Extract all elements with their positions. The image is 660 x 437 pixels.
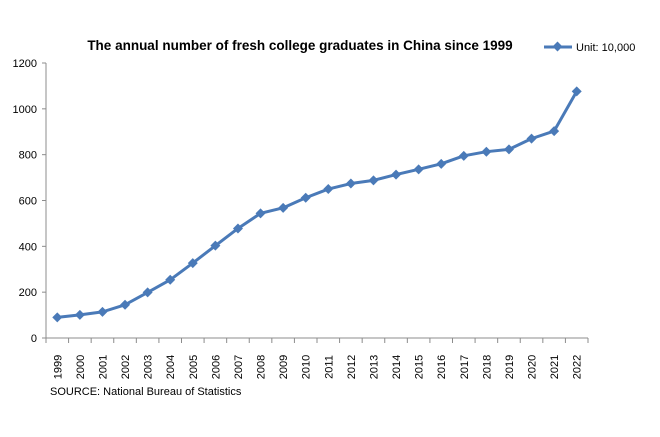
x-tick-label: 2010 xyxy=(301,355,313,379)
data-point xyxy=(187,258,198,269)
data-point xyxy=(413,164,424,175)
x-tick-label: 2006 xyxy=(210,355,222,379)
x-tick-label: 2018 xyxy=(481,355,493,379)
data-point xyxy=(210,240,221,251)
x-tick-label: 2012 xyxy=(346,355,358,379)
data-point xyxy=(120,299,131,310)
x-tick-label: 2005 xyxy=(188,355,200,379)
x-tick-label: 1999 xyxy=(52,355,64,379)
x-tick-label: 2003 xyxy=(143,355,155,379)
x-tick-label: 2015 xyxy=(414,355,426,379)
data-point xyxy=(323,184,334,195)
x-tick-label: 2016 xyxy=(436,355,448,379)
data-point xyxy=(368,175,379,186)
x-tick-label: 2002 xyxy=(120,355,132,379)
data-point xyxy=(391,169,402,180)
plot-area xyxy=(52,86,582,323)
y-tick-label: 600 xyxy=(19,196,37,208)
legend-diamond-marker xyxy=(552,41,563,52)
x-tick-label: 2013 xyxy=(368,355,380,379)
x-tick-label: 2007 xyxy=(233,355,245,379)
data-point xyxy=(278,202,289,213)
y-tick-label: 1200 xyxy=(13,58,37,70)
data-point xyxy=(97,306,108,317)
data-point xyxy=(345,178,356,189)
x-axis: 1999 2000 2001 2002 2003 2004 2005 2006 2007 2008… xyxy=(45,337,589,379)
x-tick-label: 2004 xyxy=(165,355,177,379)
y-tick-label: 800 xyxy=(19,150,37,162)
x-tick-label: 2009 xyxy=(278,355,290,379)
y-tick-label: 1000 xyxy=(13,104,37,116)
data-point xyxy=(52,312,63,323)
y-tick-label: 400 xyxy=(19,241,37,253)
x-tick-label: 2022 xyxy=(572,355,584,379)
data-point xyxy=(165,274,176,285)
x-tick-label: 2014 xyxy=(391,355,403,379)
source-note: SOURCE: National Bureau of Statistics xyxy=(50,386,242,398)
data-point xyxy=(300,192,311,203)
data-point xyxy=(232,223,243,234)
data-point xyxy=(481,146,492,157)
data-point xyxy=(526,133,537,144)
x-tick-label: 2000 xyxy=(75,355,87,379)
chart-title: The annual number of fresh college gradu… xyxy=(87,38,512,53)
series-line xyxy=(57,90,579,319)
x-tick-label: 2017 xyxy=(459,355,471,379)
y-tick-label: 200 xyxy=(19,287,37,299)
legend: Unit: 10,000 xyxy=(544,41,635,54)
data-point xyxy=(549,126,560,137)
data-point xyxy=(436,158,447,169)
data-point xyxy=(503,144,514,155)
x-tick-label: 2001 xyxy=(97,355,109,379)
x-tick-label: 2021 xyxy=(549,355,561,379)
data-point xyxy=(255,208,266,219)
y-tick-label: 0 xyxy=(31,333,37,345)
x-tick-label: 2019 xyxy=(504,355,516,379)
data-point xyxy=(142,287,153,298)
x-tick-label: 2020 xyxy=(527,355,539,379)
y-axis: 0 200 400 600 800 1000 1200 xyxy=(13,58,47,345)
x-tick-label: 2008 xyxy=(256,355,268,379)
legend-label: Unit: 10,000 xyxy=(576,42,635,54)
data-point xyxy=(571,86,582,97)
data-point xyxy=(458,150,469,161)
data-point xyxy=(74,309,85,320)
x-tick-label: 2011 xyxy=(323,355,335,379)
